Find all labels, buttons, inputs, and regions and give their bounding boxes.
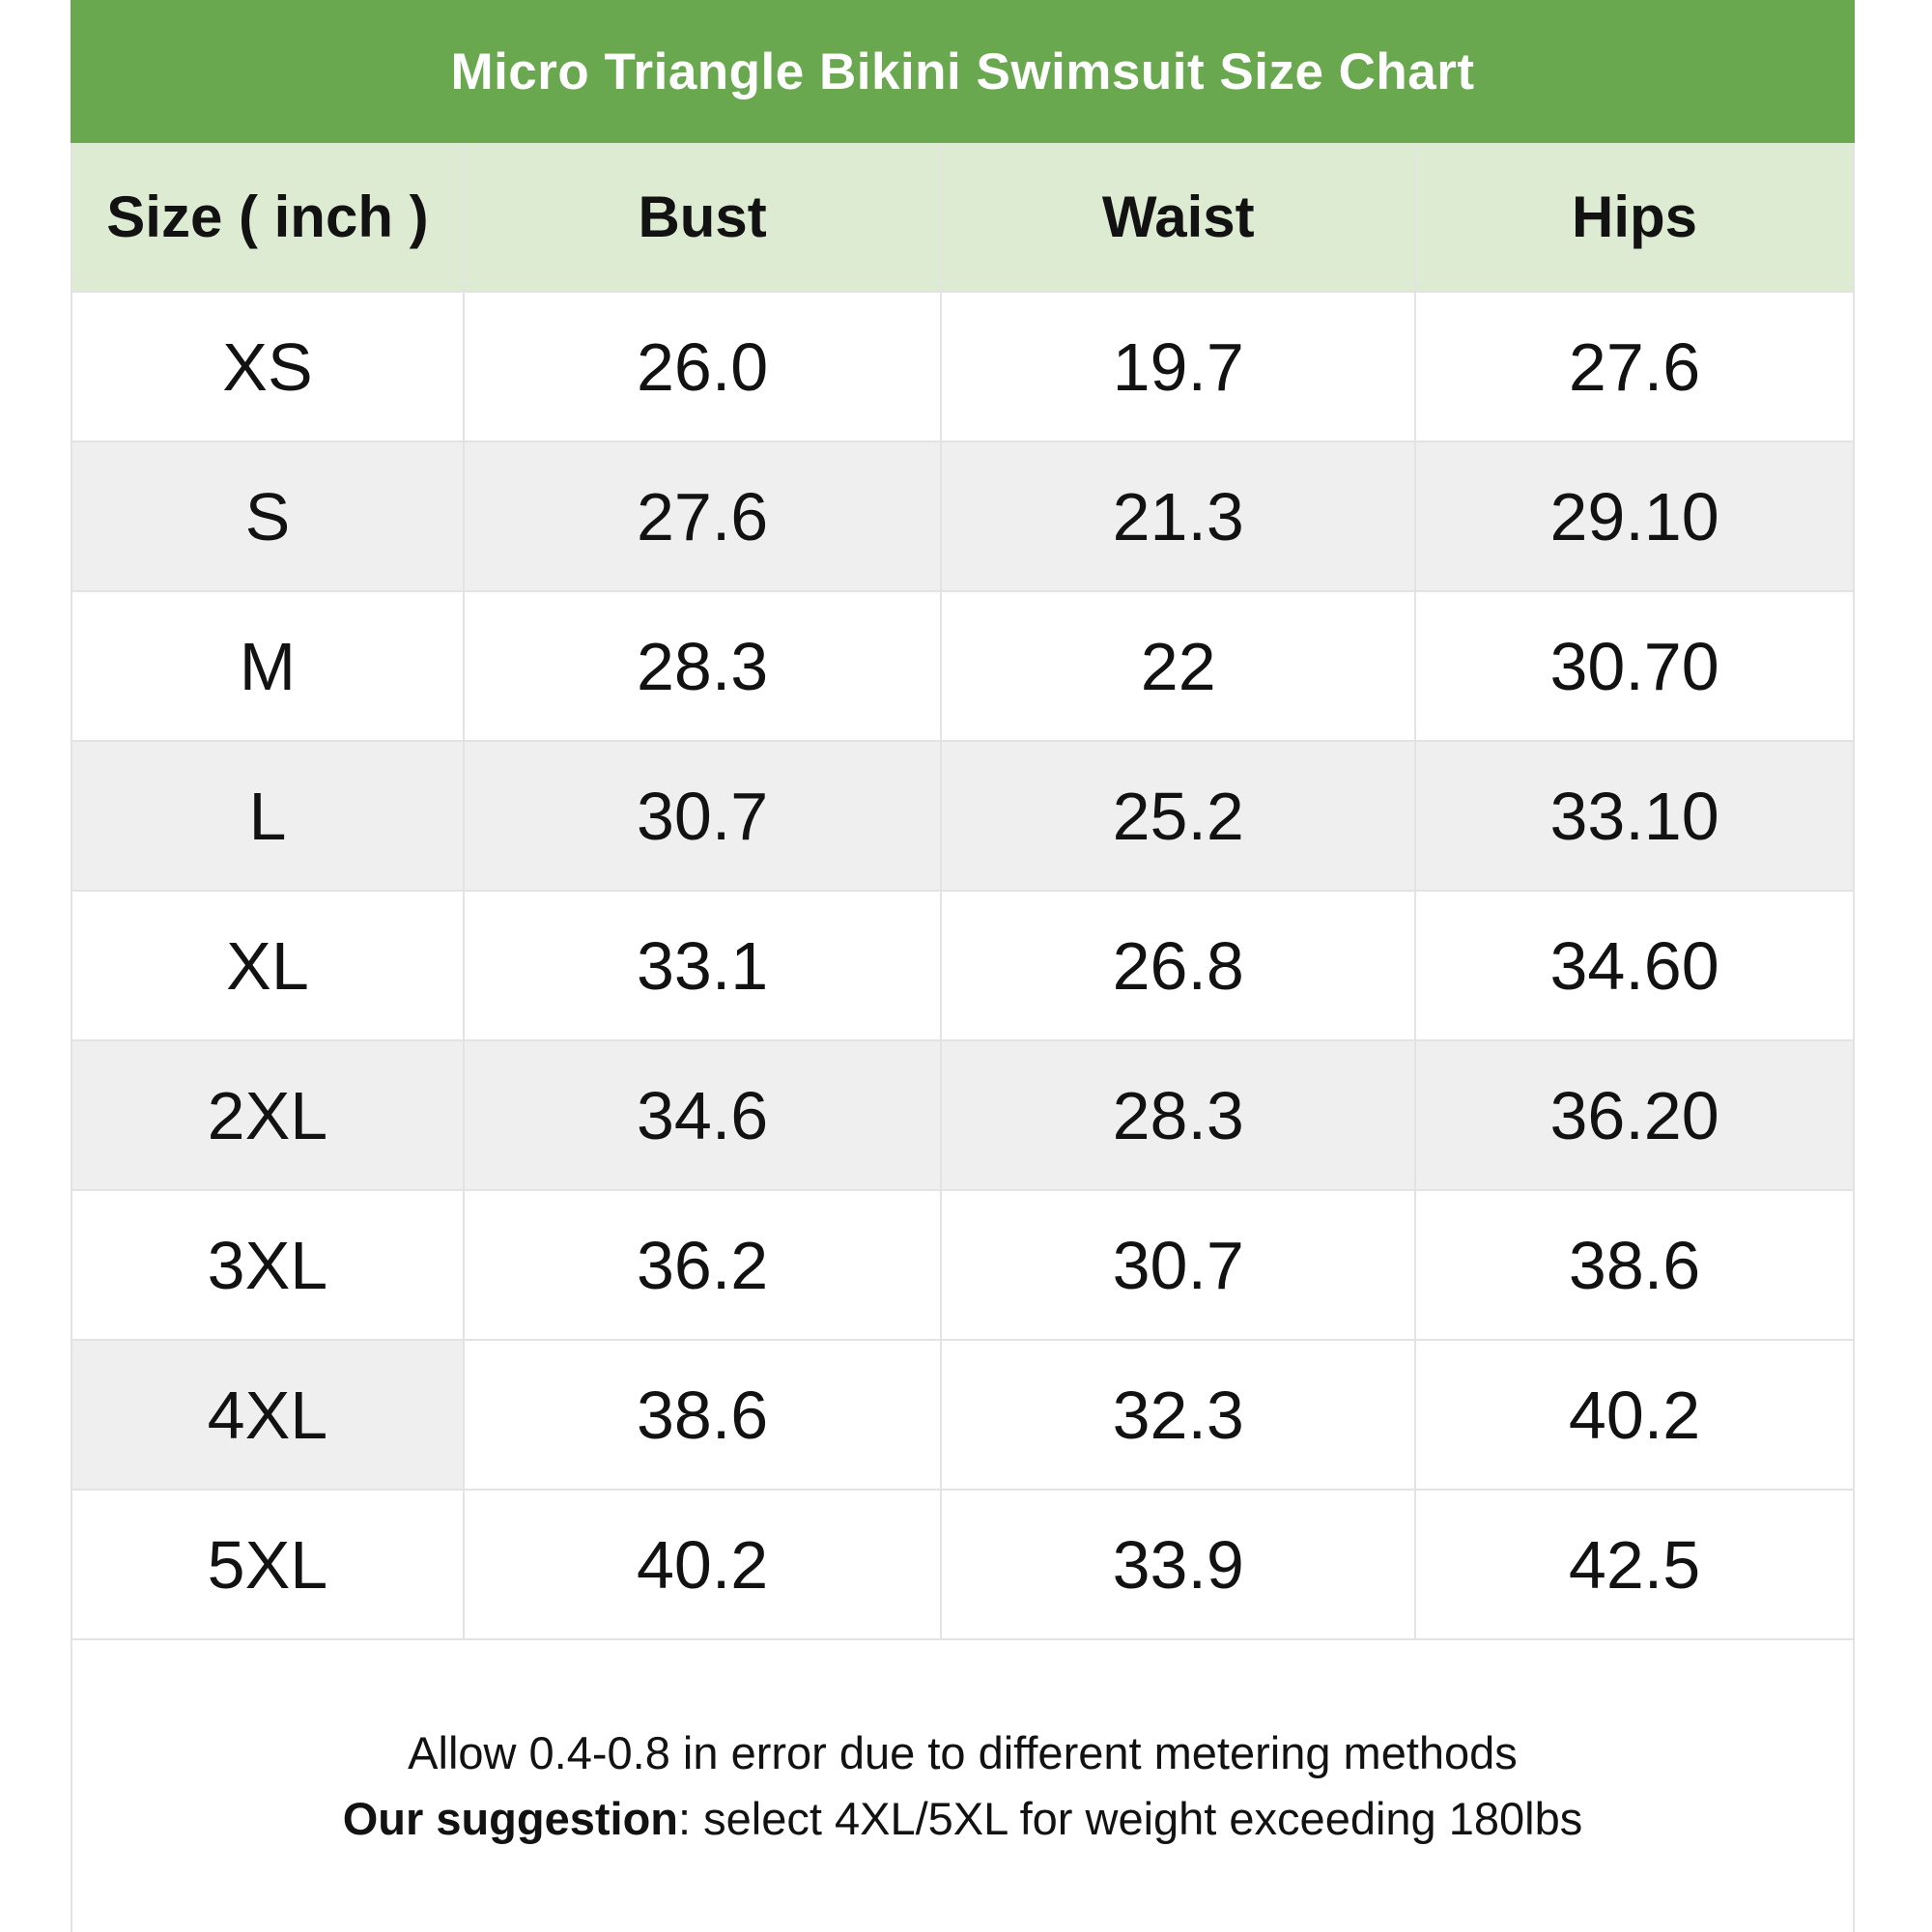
size-table: Size ( inch ) Bust Waist Hips XS 26.0 19.7 27.…: [71, 143, 1855, 1640]
size-cell: M: [71, 590, 465, 742]
bust-cell: 38.6: [462, 1339, 943, 1491]
size-chart: Micro Triangle Bikini Swimsuit Size Char…: [71, 0, 1855, 1932]
footer-line-suggestion: Our suggestion: select 4XL/5XL for weigh…: [343, 1786, 1583, 1852]
waist-cell: 26.8: [940, 890, 1417, 1041]
waist-cell: 19.7: [940, 291, 1417, 442]
table-row-s: S 27.6 21.3 29.10: [71, 440, 1855, 592]
waist-cell: 33.9: [940, 1489, 1417, 1640]
hips-cell: 30.70: [1414, 590, 1855, 742]
size-cell: S: [71, 440, 465, 592]
hips-cell: 42.5: [1414, 1489, 1855, 1640]
column-header-hips: Hips: [1414, 143, 1855, 293]
size-cell: 5XL: [71, 1489, 465, 1640]
bust-cell: 33.1: [462, 890, 943, 1041]
size-cell: L: [71, 740, 465, 892]
table-row-3xl: 3XL 36.2 30.7 38.6: [71, 1189, 1855, 1341]
table-row-5xl: 5XL 40.2 33.9 42.5: [71, 1489, 1855, 1640]
footer-line-error: Allow 0.4-0.8 in error due to different …: [408, 1726, 1518, 1778]
table-row-4xl: 4XL 38.6 32.3 40.2: [71, 1339, 1855, 1491]
table-row-xl: XL 33.1 26.8 34.60: [71, 890, 1855, 1041]
footer-suggestion-text: : select 4XL/5XL for weight exceeding 18…: [678, 1793, 1583, 1844]
hips-cell: 34.60: [1414, 890, 1855, 1041]
size-cell: XL: [71, 890, 465, 1041]
size-cell: 4XL: [71, 1339, 465, 1491]
bust-cell: 40.2: [462, 1489, 943, 1640]
waist-cell: 21.3: [940, 440, 1417, 592]
waist-cell: 22: [940, 590, 1417, 742]
bust-cell: 30.7: [462, 740, 943, 892]
table-row-l: L 30.7 25.2 33.10: [71, 740, 1855, 892]
table-row-2xl: 2XL 34.6 28.3 36.20: [71, 1039, 1855, 1191]
table-row-m: M 28.3 22 30.70: [71, 590, 1855, 742]
footer-suggestion-label: Our suggestion: [342, 1793, 679, 1844]
column-header-size-inch: Size ( inch ): [71, 143, 465, 293]
hips-cell: 40.2: [1414, 1339, 1855, 1491]
size-cell: 3XL: [71, 1189, 465, 1341]
hips-cell: 27.6: [1414, 291, 1855, 442]
waist-cell: 28.3: [940, 1039, 1417, 1191]
footer-note: Allow 0.4-0.8 in error due to different …: [71, 1640, 1855, 1932]
column-header-bust: Bust: [462, 143, 943, 293]
bust-cell: 27.6: [462, 440, 943, 592]
header-row: Size ( inch ) Bust Waist Hips: [71, 143, 1855, 293]
bust-cell: 26.0: [462, 291, 943, 442]
waist-cell: 32.3: [940, 1339, 1417, 1491]
waist-cell: 30.7: [940, 1189, 1417, 1341]
size-table-body: XS 26.0 19.7 27.6 S 27.6 21.3 29.10 M 28.3 22 30.70…: [71, 291, 1855, 1640]
size-cell: XS: [71, 291, 465, 442]
hips-cell: 33.10: [1414, 740, 1855, 892]
chart-title: Micro Triangle Bikini Swimsuit Size Char…: [450, 43, 1475, 100]
hips-cell: 36.20: [1414, 1039, 1855, 1191]
hips-cell: 29.10: [1414, 440, 1855, 592]
bust-cell: 36.2: [462, 1189, 943, 1341]
waist-cell: 25.2: [940, 740, 1417, 892]
hips-cell: 38.6: [1414, 1189, 1855, 1341]
bust-cell: 28.3: [462, 590, 943, 742]
column-header-waist: Waist: [940, 143, 1417, 293]
bust-cell: 34.6: [462, 1039, 943, 1191]
table-row-xs: XS 26.0 19.7 27.6: [71, 291, 1855, 442]
chart-title-bar: Micro Triangle Bikini Swimsuit Size Char…: [71, 0, 1855, 143]
size-cell: 2XL: [71, 1039, 465, 1191]
